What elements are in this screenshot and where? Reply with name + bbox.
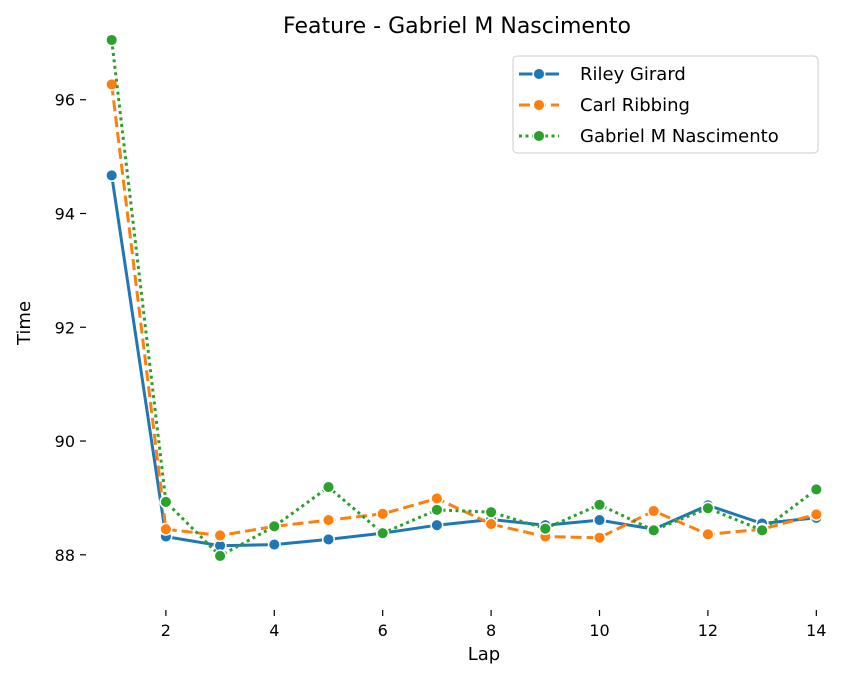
x-axis-label: Lap	[468, 644, 500, 665]
legend-label: Riley Girard	[580, 64, 686, 85]
x-axis: 2 4 6 8 10 12 14	[161, 610, 826, 640]
data-point	[105, 168, 119, 182]
data-point	[267, 519, 281, 533]
data-point	[592, 531, 607, 545]
data-point	[321, 480, 336, 494]
legend-item: Gabriel M Nascimento	[519, 126, 779, 147]
data-point	[105, 33, 119, 47]
legend-box	[512, 55, 819, 154]
data-point	[538, 522, 552, 536]
y-tick-label: 88	[55, 546, 75, 565]
data-point	[430, 491, 444, 506]
y-axis: 88 90 92 94 96	[55, 91, 86, 565]
data-point	[647, 523, 661, 537]
series-line	[110, 175, 817, 548]
chart-title: Feature - Gabriel M Nascimento	[283, 14, 631, 39]
data-point	[376, 526, 390, 540]
y-tick-label: 94	[55, 204, 75, 223]
x-tick-label: 4	[269, 621, 279, 640]
data-point	[430, 518, 444, 532]
data-point	[105, 77, 119, 91]
x-tick-label: 12	[698, 621, 718, 640]
x-tick-label: 2	[161, 621, 171, 640]
plot-area	[105, 33, 823, 563]
y-tick-label: 90	[55, 432, 75, 451]
series-3	[105, 33, 823, 563]
series-1	[105, 168, 823, 553]
x-tick-label: 14	[806, 621, 826, 640]
data-point	[484, 505, 498, 519]
x-tick-label: 6	[378, 621, 388, 640]
legend: Riley Girard Carl Ribbing Gabriel M Nascim…	[512, 55, 819, 154]
data-point	[159, 495, 173, 509]
series-line	[110, 39, 818, 558]
data-point	[267, 538, 281, 552]
data-point	[592, 513, 607, 527]
x-tick-label: 8	[486, 621, 496, 640]
data-point	[701, 501, 715, 515]
y-axis-label: Time	[14, 301, 35, 346]
data-point	[809, 507, 823, 521]
data-point	[592, 498, 607, 512]
legend-label: Carl Ribbing	[580, 95, 690, 116]
data-point	[321, 532, 336, 546]
data-point	[376, 507, 390, 521]
legend-item: Carl Ribbing	[519, 95, 690, 116]
y-tick-label: 96	[55, 91, 75, 110]
y-tick-label: 92	[55, 318, 75, 337]
legend-marker	[532, 67, 546, 81]
data-point	[321, 513, 336, 527]
data-point	[213, 549, 227, 563]
legend-label: Gabriel M Nascimento	[580, 126, 779, 147]
legend-marker	[532, 129, 546, 143]
legend-item: Riley Girard	[519, 64, 686, 85]
data-point	[484, 517, 498, 531]
data-point	[430, 503, 444, 517]
legend-marker	[532, 98, 546, 112]
data-point	[159, 522, 173, 536]
data-point	[809, 482, 823, 496]
data-point	[647, 504, 661, 518]
data-point	[755, 523, 769, 537]
data-point	[213, 528, 227, 543]
data-point	[701, 527, 715, 541]
x-tick-label: 10	[589, 621, 609, 640]
